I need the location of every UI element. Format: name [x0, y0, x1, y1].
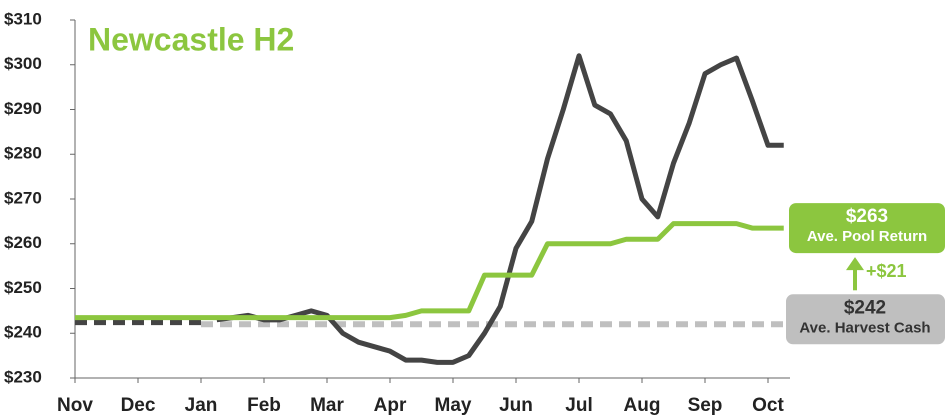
arrow-head	[846, 257, 864, 271]
x-tick-label: Apr	[374, 395, 407, 416]
chart-title: Newcastle H2	[88, 21, 294, 57]
y-tick-label: $310	[4, 9, 42, 28]
x-tick-label: Oct	[752, 395, 784, 416]
line	[216, 53, 784, 365]
y-tick-label: $270	[4, 188, 42, 207]
difference-label: +$21	[866, 261, 907, 281]
pool-value: $263	[846, 206, 888, 227]
line	[75, 221, 784, 321]
x-tick-label: May	[435, 395, 472, 416]
y-tick-label: $290	[4, 99, 42, 118]
x-tick-label: Sep	[688, 395, 723, 416]
x-tick-label: Mar	[310, 395, 344, 416]
y-tick-label: $280	[4, 144, 42, 163]
x-tick-label: Nov	[57, 395, 93, 416]
x-tick-label: Aug	[624, 395, 661, 416]
pool-box	[789, 203, 945, 254]
x-tick-label: Dec	[121, 395, 156, 416]
cash-box	[786, 294, 945, 345]
cash-value: $242	[844, 297, 886, 318]
y-tick-label: $240	[4, 323, 42, 342]
y-tick-label: $300	[4, 54, 42, 73]
y-tick-label: $250	[4, 278, 42, 297]
x-tick-label: Jun	[499, 395, 533, 416]
pool-label: Ave. Pool Return	[807, 228, 927, 245]
cash-label: Ave. Harvest Cash	[799, 319, 930, 336]
y-tick-label: $260	[4, 233, 42, 252]
x-tick-label: Jul	[565, 395, 592, 416]
x-tick-label: Jan	[185, 395, 218, 416]
x-tick-label: Feb	[247, 395, 281, 416]
y-tick-label: $230	[4, 367, 42, 386]
